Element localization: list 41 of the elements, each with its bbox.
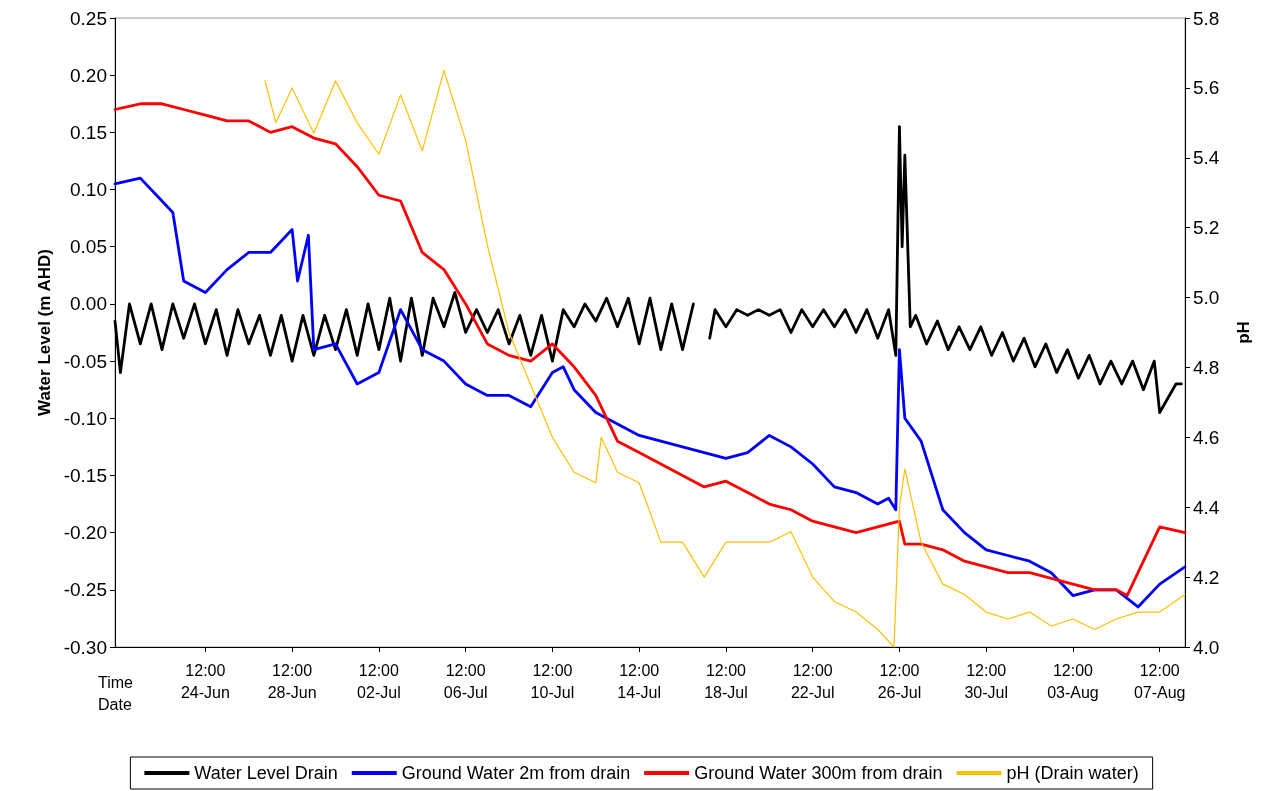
y-tick-label: 0.05 xyxy=(70,236,107,258)
y2-tick-label: 4.6 xyxy=(1193,426,1220,448)
y-tick-label: -0.20 xyxy=(63,522,107,544)
y-tick-label: 0.15 xyxy=(70,121,107,143)
y-tick-label: -0.30 xyxy=(63,636,107,658)
y-tick-label: 0.20 xyxy=(70,64,107,86)
y2-tick-label: 5.8 xyxy=(1193,7,1220,29)
legend-label: pH (Drain water) xyxy=(1006,763,1139,783)
legend-label: Ground Water 300m from drain xyxy=(694,763,943,783)
y-tick-label: 0.10 xyxy=(70,179,107,201)
y2-tick-label: 4.0 xyxy=(1193,636,1220,658)
x-tick-label: 12:00 03-Aug xyxy=(1047,661,1099,701)
x-tick-label: 12:00 18-Jul xyxy=(704,661,748,701)
y-tick-label: -0.10 xyxy=(63,407,107,429)
x-tick-label: 12:00 10-Jul xyxy=(530,661,575,701)
x-tick-label: 12:00 14-Jul xyxy=(617,661,661,701)
y-axis-title: Water Level (m AHD) xyxy=(34,249,54,416)
x-axis-title: Time Date xyxy=(98,673,134,713)
y-tick-label: -0.05 xyxy=(63,350,107,372)
y-tick-label: 0.25 xyxy=(70,7,107,29)
x-tick-label: 12:00 24-Jun xyxy=(180,661,230,701)
y2-tick-label: 5.6 xyxy=(1193,77,1220,99)
x-tick-label: 12:00 22-Jul xyxy=(790,661,835,701)
x-tick-label: 12:00 30-Jul xyxy=(964,661,1008,701)
x-tick-label: 12:00 26-Jul xyxy=(877,661,922,701)
x-tick-label: 12:00 07-Aug xyxy=(1133,661,1186,701)
y2-tick-label: 4.2 xyxy=(1193,566,1220,588)
y-tick-label: -0.25 xyxy=(63,579,107,601)
x-tick-label: 12:00 02-Jul xyxy=(357,661,401,701)
y2-tick-label: 4.8 xyxy=(1193,356,1220,378)
y2-tick-label: 5.2 xyxy=(1193,217,1220,239)
x-tick-label: 12:00 28-Jun xyxy=(267,661,317,701)
y2-tick-label: 5.0 xyxy=(1193,287,1220,309)
legend-label: Ground Water 2m from drain xyxy=(401,763,631,783)
y-tick-label: -0.15 xyxy=(63,464,107,486)
y-tick-label: 0.00 xyxy=(70,293,107,315)
y2-tick-label: 4.4 xyxy=(1193,496,1220,518)
y2-tick-label: 5.4 xyxy=(1193,147,1220,169)
y2-axis-title: pH xyxy=(1234,321,1253,344)
x-tick-label: 12:00 06-Jul xyxy=(443,661,488,701)
legend-label: Water Level Drain xyxy=(194,763,338,783)
